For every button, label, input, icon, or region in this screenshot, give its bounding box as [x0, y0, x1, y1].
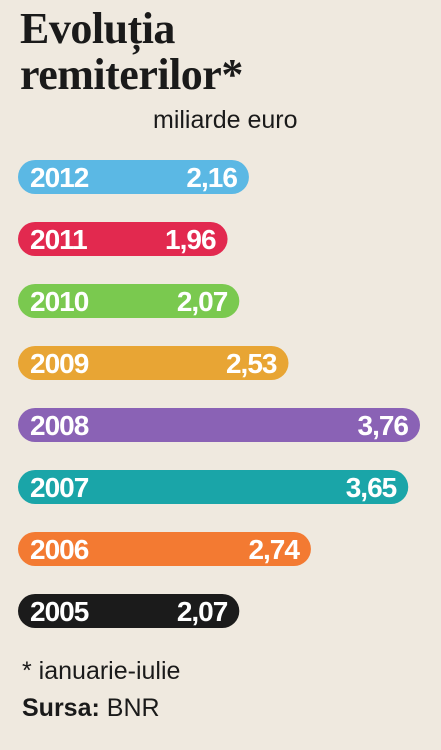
bar-2011 [18, 222, 228, 256]
bar-group-2010: 2010 2,07 [18, 284, 240, 318]
bar-2006 [18, 532, 311, 566]
bar-value-label: 3,76 [358, 410, 409, 441]
bar-year-label: 2012 [30, 162, 89, 193]
bar-year-label: 2009 [30, 348, 89, 379]
bar-group-2007: 2007 3,65 [18, 470, 409, 504]
bar-value-label: 2,07 [177, 596, 228, 627]
bar-2005 [18, 594, 240, 628]
bar-group-2008: 2008 3,76 [18, 408, 420, 442]
chart-title-line1: Evoluția [20, 4, 175, 53]
bar-year-label: 2010 [30, 286, 89, 317]
bar-group-2011: 2011 1,96 [18, 222, 228, 256]
unit-label: miliarde euro [153, 106, 298, 134]
bar-group-2006: 2006 2,74 [18, 532, 311, 566]
bar-value-label: 2,16 [186, 162, 237, 193]
bar-2008 [18, 408, 420, 442]
bar-year-label: 2005 [30, 596, 89, 627]
footnote: * ianuarie-iulie [22, 657, 181, 685]
source-label: Sursa: [22, 694, 100, 722]
bar-value-label: 2,53 [226, 348, 277, 379]
bar-value-label: 2,07 [177, 286, 228, 317]
chart-title: Evoluția remiterilor* [20, 6, 243, 98]
bar-value-label: 1,96 [165, 224, 216, 255]
chart-title-line2: remiterilor* [20, 50, 243, 99]
bar-2012 [18, 160, 249, 194]
bar-year-label: 2007 [30, 472, 89, 503]
bar-2009 [18, 346, 289, 380]
bar-2007 [18, 470, 409, 504]
bar-value-label: 3,65 [346, 472, 397, 503]
bar-group-2009: 2009 2,53 [18, 346, 289, 380]
bar-group-2005: 2005 2,07 [18, 594, 240, 628]
bar-2010 [18, 284, 240, 318]
bar-year-label: 2006 [30, 534, 89, 565]
source-line: Sursa: BNR [22, 694, 160, 723]
source-value: BNR [106, 694, 160, 722]
bar-year-label: 2008 [30, 410, 89, 441]
bar-group-2012: 2012 2,16 [18, 160, 249, 194]
bar-chart: 2012 2,16 2011 1,96 2010 2,07 2009 2,53 2008 3,76… [18, 160, 420, 628]
bar-value-label: 2,74 [248, 534, 300, 565]
bar-year-label: 2011 [30, 224, 87, 255]
